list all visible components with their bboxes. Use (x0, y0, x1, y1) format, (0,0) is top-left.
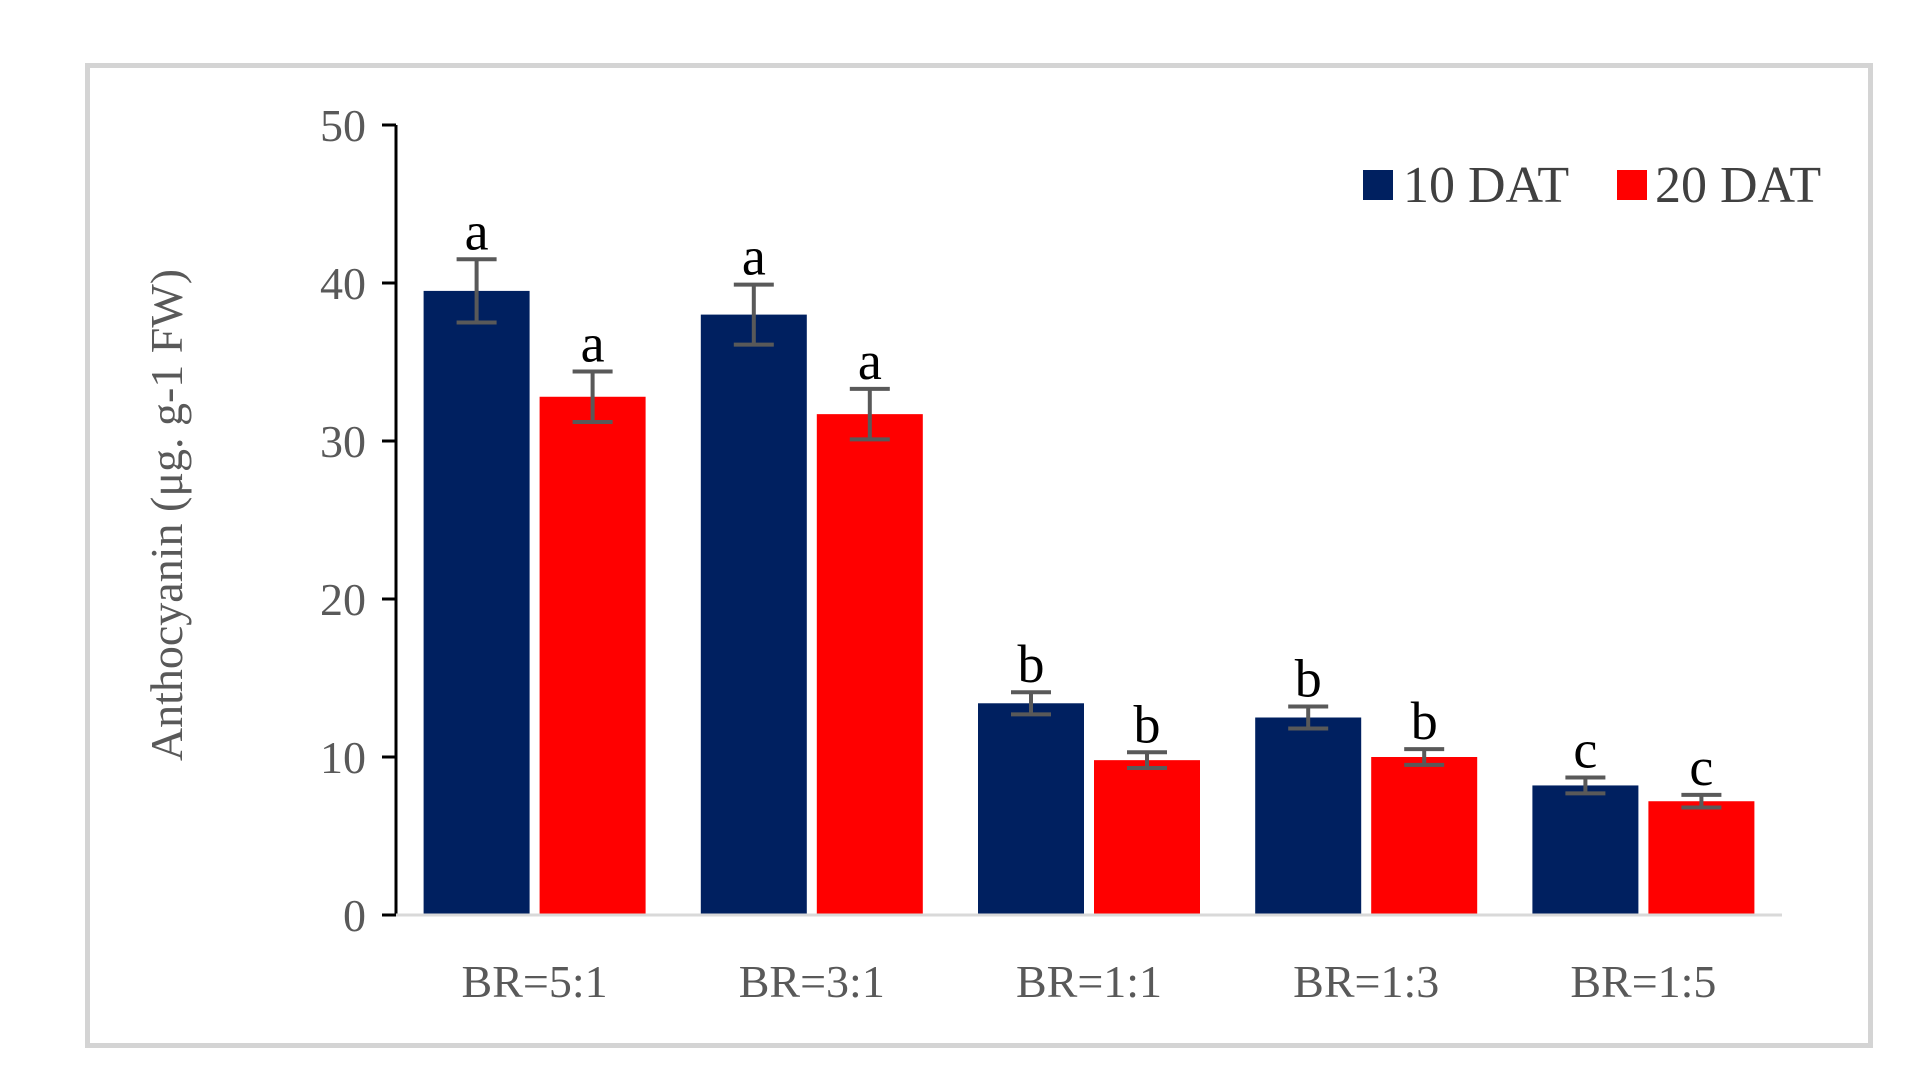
bar-20-dat-1 (539, 396, 646, 915)
significance-label: c (1573, 720, 1597, 780)
bar-10-dat-1 (423, 290, 530, 915)
x-tick-label: BR=1:1 (1016, 956, 1162, 1007)
y-tick-label: 10 (320, 732, 366, 783)
bar-20-dat-4 (1371, 757, 1478, 915)
legend-swatch-20-dat (1617, 170, 1647, 200)
y-tick-label: 40 (320, 258, 366, 309)
legend-swatch-10-dat (1363, 170, 1393, 200)
significance-label: b (1134, 694, 1161, 754)
significance-label: a (581, 313, 605, 373)
y-tick-label: 50 (320, 100, 366, 151)
significance-label: a (858, 331, 882, 391)
legend-label-20-dat: 20 DAT (1655, 157, 1821, 214)
y-tick-label: 30 (320, 416, 366, 467)
bar-20-dat-5 (1648, 801, 1755, 915)
error-bars-layer (456, 257, 1722, 810)
significance-label: a (465, 201, 489, 261)
significance-label: b (1411, 691, 1438, 751)
bar-20-dat-2 (816, 414, 923, 915)
x-tick-label: BR=1:3 (1293, 956, 1439, 1007)
significance-label: a (742, 227, 766, 287)
significance-labels-layer: a a a a b b b b c c (465, 201, 1714, 797)
bar-10-dat-3 (978, 703, 1084, 915)
legend-label-10-dat: 10 DAT (1403, 157, 1569, 214)
bar-10-dat-4 (1255, 717, 1362, 915)
significance-label: b (1295, 648, 1322, 708)
y-tick-label: 0 (343, 890, 366, 941)
y-ticks-layer: 0 10 20 30 40 50 (320, 100, 396, 941)
x-tick-labels-layer: BR=5:1 BR=3:1 BR=1:1 BR=1:3 BR=1:5 (462, 956, 1717, 1007)
x-tick-label: BR=3:1 (739, 956, 885, 1007)
bars-layer (423, 290, 1755, 916)
x-tick-label: BR=5:1 (462, 956, 608, 1007)
x-tick-label: BR=1:5 (1570, 956, 1716, 1007)
y-tick-label: 20 (320, 574, 366, 625)
y-axis-title: Anthocyanin (μg. g-1 FW) (141, 269, 192, 761)
bar-10-dat-5 (1532, 785, 1639, 915)
significance-label: c (1689, 737, 1713, 797)
legend: 10 DAT 20 DAT (1363, 157, 1821, 214)
bar-10-dat-2 (700, 314, 807, 916)
significance-label: b (1018, 634, 1045, 694)
bar-20-dat-3 (1094, 760, 1200, 915)
